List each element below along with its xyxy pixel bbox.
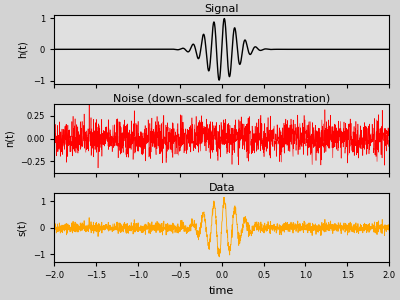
Title: Data: Data	[208, 183, 235, 193]
Y-axis label: s(t): s(t)	[17, 220, 27, 236]
Title: Signal: Signal	[204, 4, 239, 14]
Title: Noise (down-scaled for demonstration): Noise (down-scaled for demonstration)	[113, 93, 330, 103]
X-axis label: time: time	[209, 286, 234, 296]
Y-axis label: h(t): h(t)	[17, 40, 27, 58]
Y-axis label: n(t): n(t)	[4, 130, 14, 148]
